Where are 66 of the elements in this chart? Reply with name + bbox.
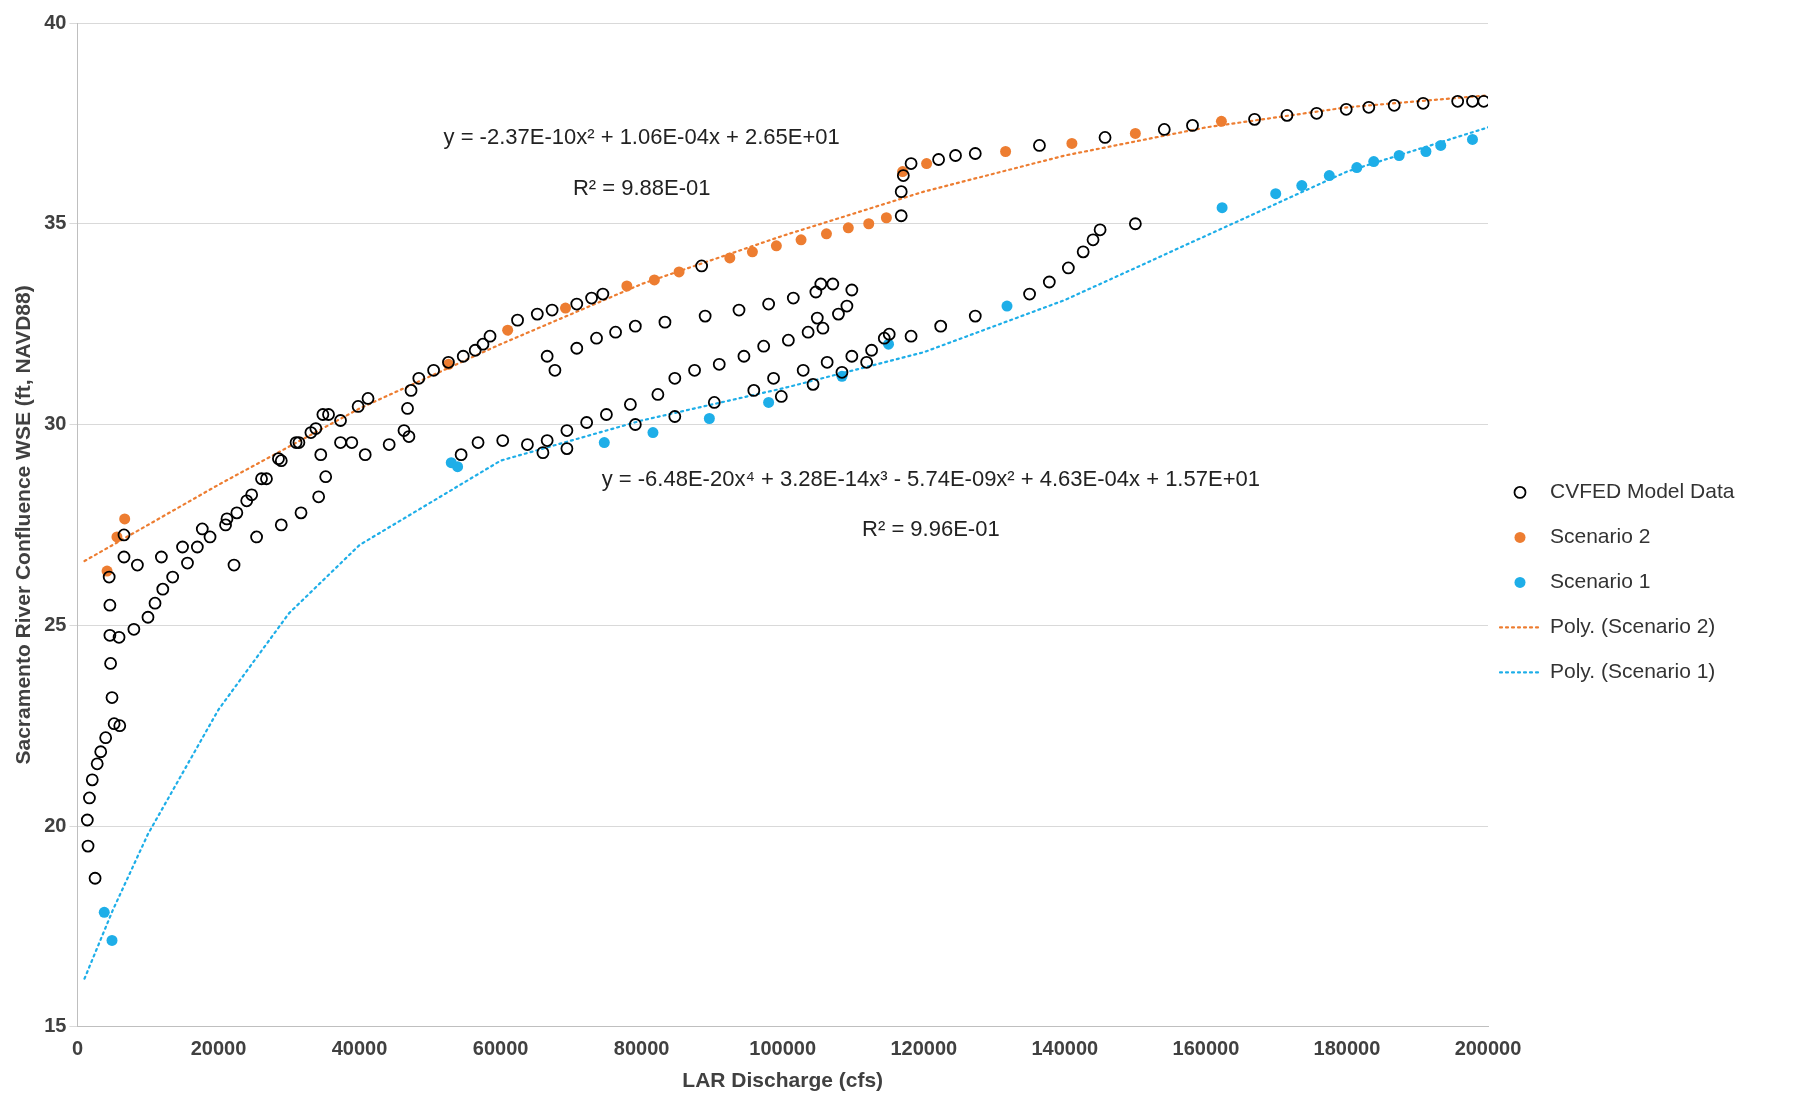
point bbox=[598, 437, 610, 449]
point bbox=[1323, 170, 1335, 182]
point bbox=[1393, 150, 1405, 161]
legend-label: Scenario 1 bbox=[1550, 569, 1651, 593]
x-tick-label: 20000 bbox=[190, 1037, 247, 1060]
x-tick-label: 0 bbox=[71, 1037, 84, 1060]
point bbox=[1216, 202, 1228, 214]
x-tick-label: 160000 bbox=[1172, 1037, 1240, 1060]
point bbox=[724, 252, 736, 264]
point bbox=[1351, 162, 1363, 174]
x-tick-label: 80000 bbox=[613, 1037, 670, 1060]
point bbox=[1420, 145, 1432, 157]
point bbox=[1000, 145, 1012, 157]
annotation: R² = 9.96E-01 bbox=[862, 515, 1000, 541]
legend-label: Poly. (Scenario 1) bbox=[1550, 659, 1716, 683]
point bbox=[1001, 300, 1013, 312]
point bbox=[880, 212, 892, 224]
point bbox=[106, 934, 118, 946]
x-axis-title: LAR Discharge (cfs) bbox=[682, 1068, 884, 1092]
point bbox=[1215, 115, 1227, 127]
point bbox=[746, 246, 758, 258]
legend-label: Scenario 2 bbox=[1550, 524, 1651, 548]
point bbox=[621, 280, 633, 292]
x-tick-label: 100000 bbox=[749, 1037, 817, 1060]
point bbox=[703, 413, 715, 424]
point bbox=[842, 222, 854, 234]
annotation: y = -6.48E-20x⁴ + 3.28E-14x³ - 5.74E-09x² + 4.63E-04x + 1.57E+01 bbox=[601, 465, 1260, 491]
x-tick-label: 200000 bbox=[1454, 1037, 1522, 1060]
point bbox=[763, 396, 775, 408]
x-tick-label: 140000 bbox=[1031, 1037, 1099, 1060]
point bbox=[560, 302, 571, 314]
y-tick-label: 20 bbox=[44, 813, 67, 836]
point bbox=[1066, 137, 1078, 149]
y-tick-label: 40 bbox=[44, 10, 67, 33]
annotation: y = -2.37E-10x² + 1.06E-04x + 2.65E+01 bbox=[443, 124, 840, 150]
y-tick-label: 25 bbox=[44, 612, 67, 635]
x-tick-label: 120000 bbox=[890, 1037, 958, 1060]
point bbox=[1435, 139, 1447, 151]
legend-label: CVFED Model Data bbox=[1550, 479, 1735, 503]
x-tick-label: 60000 bbox=[472, 1037, 529, 1060]
point bbox=[452, 461, 464, 473]
point bbox=[647, 427, 659, 439]
y-tick-label: 15 bbox=[44, 1014, 67, 1037]
point bbox=[1296, 180, 1308, 192]
point bbox=[673, 266, 685, 278]
point bbox=[795, 234, 807, 246]
x-tick-label: 180000 bbox=[1313, 1037, 1381, 1060]
point bbox=[863, 218, 875, 230]
point bbox=[502, 324, 514, 336]
point bbox=[119, 513, 131, 525]
point bbox=[648, 274, 660, 286]
point bbox=[820, 228, 832, 240]
y-tick-label: 30 bbox=[44, 412, 67, 435]
point bbox=[921, 158, 933, 170]
point bbox=[1129, 127, 1141, 139]
point bbox=[770, 240, 782, 252]
y-axis-title: Sacramento River Confluence WSE (ft, NAVD88) bbox=[11, 285, 35, 765]
x-tick-label: 40000 bbox=[331, 1037, 388, 1060]
point bbox=[98, 906, 110, 918]
point bbox=[1368, 156, 1380, 168]
line-series bbox=[83, 94, 1488, 563]
point bbox=[1270, 188, 1282, 200]
y-tick-label: 35 bbox=[44, 211, 67, 234]
point bbox=[1466, 133, 1478, 145]
legend-label: Poly. (Scenario 2) bbox=[1550, 614, 1716, 638]
annotation: R² = 9.88E-01 bbox=[572, 174, 711, 200]
